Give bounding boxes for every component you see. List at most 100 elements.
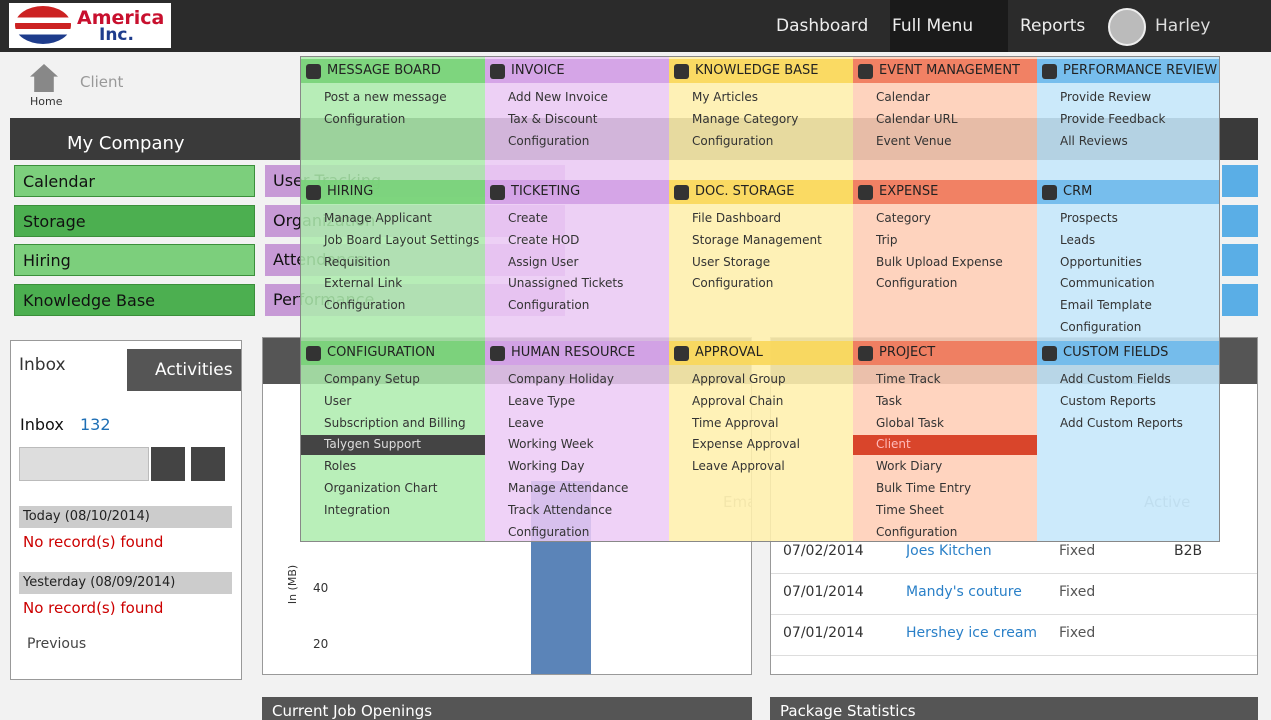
menu-item[interactable]: Post a new message [324,90,447,104]
menu-item[interactable]: Organization Chart [324,481,438,495]
menu-item[interactable]: Job Board Layout Settings [324,232,480,247]
company-item[interactable]: Hiring [14,244,255,276]
inbox-tab[interactable]: Inbox [19,355,66,375]
menu-item[interactable]: External Link [324,276,403,291]
menu-section-header[interactable]: PROJECT [853,341,1037,365]
nav-link[interactable]: Full Menu [892,16,974,36]
menu-item[interactable]: Company Holiday [508,372,615,386]
menu-item[interactable]: Unassigned Tickets [508,276,624,291]
menu-item[interactable]: User Storage [692,254,771,269]
menu-section-header[interactable]: EVENT MANAGEMENT [853,59,1037,83]
user-name[interactable]: Harley [1155,16,1211,36]
menu-item[interactable]: Calendar URL [876,111,958,126]
menu-item[interactable]: Tax & Discount [508,111,598,126]
menu-section-header[interactable]: INVOICE [485,59,669,83]
menu-item[interactable]: Leave [508,415,544,430]
menu-item[interactable]: Requisition [324,254,391,269]
menu-item[interactable]: Configuration [324,111,406,126]
nav-link[interactable]: Reports [1020,16,1086,36]
menu-item[interactable]: Trip [876,232,898,247]
company-item[interactable]: Knowledge Base [14,283,255,316]
menu-section-header[interactable]: HIRING [301,180,485,204]
menu-section-header[interactable]: APPROVAL [669,341,853,365]
menu-section-header[interactable]: EXPENSE [853,180,1037,204]
menu-item[interactable]: Working Day [508,459,585,474]
menu-item[interactable]: Manage Applicant [324,211,432,225]
menu-item[interactable]: Manage Category [692,111,799,126]
menu-item[interactable]: Opportunities [1060,254,1142,269]
menu-item[interactable]: Working Week [508,437,594,452]
breadcrumb-home[interactable]: Home [30,95,63,108]
search-input[interactable] [19,447,149,481]
company-item[interactable]: Calendar [14,165,255,197]
menu-section-header[interactable]: CUSTOM FIELDS [1037,341,1219,365]
menu-item[interactable]: Approval Chain [692,393,784,408]
menu-item[interactable]: Bulk Upload Expense [876,254,1003,269]
menu-item[interactable]: Create [508,211,548,225]
menu-item[interactable]: Approval Group [692,372,786,386]
menu-item[interactable]: Storage Management [692,232,822,247]
menu-item[interactable]: Add Custom Reports [1060,415,1183,430]
menu-item[interactable]: Work Diary [876,459,943,474]
menu-section-header[interactable]: CRM [1037,180,1219,204]
menu-item[interactable]: Email Template [1060,298,1152,313]
menu-item[interactable]: Company Setup [324,372,420,386]
search-button[interactable] [191,447,225,481]
menu-item[interactable]: Subscription and Billing [324,415,466,430]
menu-item[interactable]: Add New Invoice [508,90,608,104]
menu-item[interactable]: Configuration [692,276,774,291]
menu-item[interactable]: Assign User [508,254,579,269]
menu-item[interactable]: Configuration [508,133,590,148]
menu-item[interactable]: Time Approval [692,415,779,430]
menu-section-header[interactable]: PERFORMANCE REVIEW [1037,59,1219,83]
menu-item[interactable]: Client [853,435,1037,456]
calendar-button[interactable] [151,447,185,481]
menu-item[interactable]: Event Venue [876,133,952,148]
menu-item[interactable]: Custom Reports [1060,393,1156,408]
menu-item[interactable]: Configuration [508,298,590,313]
menu-item[interactable]: Leave Approval [692,459,785,474]
table-cell[interactable]: Joes Kitchen [906,543,992,559]
menu-item[interactable]: Calendar [876,90,930,104]
menu-item[interactable]: Time Track [876,372,941,386]
menu-item[interactable]: Integration [324,502,391,517]
activities-tab[interactable]: Activities [127,349,241,391]
menu-item[interactable]: Talygen Support [301,435,485,456]
menu-item[interactable]: Roles [324,459,357,474]
menu-item[interactable]: Configuration [692,133,774,148]
menu-item[interactable]: Leads [1060,232,1096,247]
menu-item[interactable]: My Articles [692,90,759,104]
menu-item[interactable]: File Dashboard [692,211,781,225]
nav-link[interactable]: Dashboard [776,16,869,36]
menu-item[interactable]: Add Custom Fields [1060,372,1171,386]
menu-item[interactable]: Configuration [508,524,590,539]
menu-section-header[interactable]: TICKETING [485,180,669,204]
menu-item[interactable]: Configuration [1060,320,1142,334]
menu-item[interactable]: All Reviews [1060,133,1128,148]
menu-section-header[interactable]: DOC. STORAGE [669,180,853,204]
menu-item[interactable]: Expense Approval [692,437,800,452]
menu-item[interactable]: Leave Type [508,393,576,408]
menu-item[interactable]: Configuration [876,524,958,539]
menu-section-header[interactable]: CONFIGURATION [301,341,485,365]
previous-link[interactable]: Previous [27,636,87,652]
menu-item[interactable]: Configuration [324,298,406,313]
menu-item[interactable]: Category [876,211,931,225]
menu-item[interactable]: Time Sheet [876,502,944,517]
menu-item[interactable]: Manage Attendance [508,481,629,495]
menu-section-header[interactable]: HUMAN RESOURCE [485,341,669,365]
table-cell[interactable]: Mandy's couture [906,584,1022,600]
company-item[interactable]: Storage [14,204,255,237]
menu-item[interactable]: Global Task [876,415,944,430]
menu-section-header[interactable]: MESSAGE BOARD [301,59,485,83]
table-cell[interactable]: Hershey ice cream [906,625,1038,641]
menu-item[interactable]: Bulk Time Entry [876,481,972,495]
menu-item[interactable]: Track Attendance [508,502,613,517]
menu-item[interactable]: Provide Feedback [1060,111,1166,126]
menu-item[interactable]: Provide Review [1060,90,1152,104]
menu-item[interactable]: Communication [1060,276,1155,291]
menu-item[interactable]: Task [876,393,902,408]
menu-item[interactable]: Configuration [876,276,958,291]
menu-item[interactable]: Create HOD [508,232,580,247]
menu-section-header[interactable]: KNOWLEDGE BASE [669,59,853,83]
